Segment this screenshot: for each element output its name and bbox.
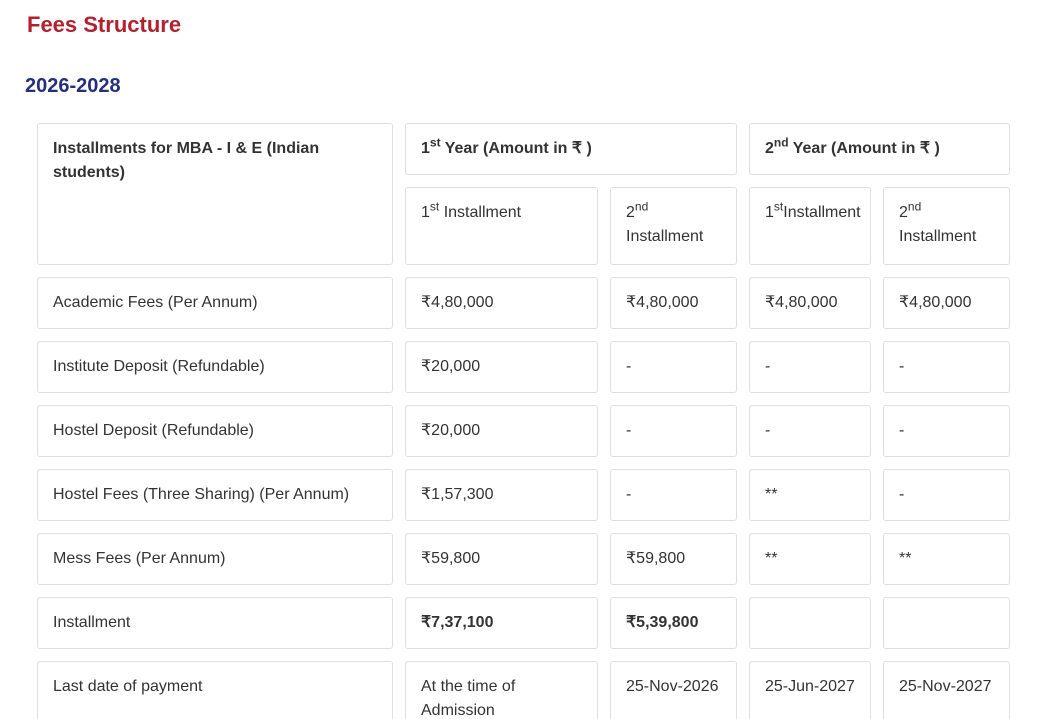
y2-i2-ordinal-suffix: nd (907, 199, 922, 214)
page: Fees Structure 2026-2028 Installments fo… (0, 12, 1037, 719)
year-2-num: 2 (765, 140, 774, 157)
cell-value: - (610, 405, 737, 457)
y1-installment-2-header-cell: 2nd Installment (610, 187, 737, 265)
year-2-label: Year (Amount in ₹ ) (788, 140, 940, 157)
y1-i2-label: Installment (626, 228, 704, 245)
cell-value: - (883, 469, 1010, 521)
year-1-ordinal-suffix: st (429, 135, 441, 150)
cell-value: 25-Nov-2026 (610, 661, 737, 719)
table-row-mess-fees: Mess Fees (Per Annum) ₹59,800 ₹59,800 **… (37, 533, 1010, 585)
row-label: Mess Fees (Per Annum) (37, 533, 393, 585)
year-2-header-cell: 2nd Year (Amount in ₹ ) (749, 123, 1010, 175)
y2-i2-label: Installment (899, 228, 977, 245)
y2-i1-ordinal-suffix: st (773, 199, 784, 214)
corner-header-cell: Installments for MBA - I & E (Indian stu… (37, 123, 393, 265)
academic-year-heading: 2026-2028 (25, 75, 121, 97)
table-row-hostel-deposit: Hostel Deposit (Refundable) ₹20,000 - - … (37, 405, 1010, 457)
y2-i1-num: 1 (765, 204, 774, 221)
cell-value: ₹4,80,000 (610, 277, 737, 329)
table-row-installment-total: Installment ₹7,37,100 ₹5,39,800 (37, 597, 1010, 649)
row-label: Institute Deposit (Refundable) (37, 341, 393, 393)
row-label: Installment (37, 597, 393, 649)
page-title: Fees Structure (27, 12, 182, 37)
year-2-ordinal-suffix: nd (773, 135, 789, 150)
header-row-years: Installments for MBA - I & E (Indian stu… (37, 123, 1010, 265)
cell-value: ₹4,80,000 (883, 277, 1010, 329)
cell-value: - (610, 341, 737, 393)
cell-value: - (883, 405, 1010, 457)
y1-i2-ordinal-suffix: nd (634, 199, 649, 214)
cell-value (883, 597, 1010, 649)
y2-i1-label: Installment (783, 204, 861, 221)
y1-i2-num: 2 (626, 204, 635, 221)
table-row-academic-fees: Academic Fees (Per Annum) ₹4,80,000 ₹4,8… (37, 277, 1010, 329)
table-row-institute-deposit: Institute Deposit (Refundable) ₹20,000 -… (37, 341, 1010, 393)
y2-installment-1-header-cell: 1stInstallment (749, 187, 871, 265)
cell-value: ** (749, 469, 871, 521)
cell-value: ₹59,800 (405, 533, 598, 585)
y2-installment-2-header-cell: 2nd Installment (883, 187, 1010, 265)
y1-i1-num: 1 (421, 204, 430, 221)
cell-value: - (610, 469, 737, 521)
year-1-header-cell: 1st Year (Amount in ₹ ) (405, 123, 737, 175)
row-label: Hostel Fees (Three Sharing) (Per Annum) (37, 469, 393, 521)
header-row-installments: 1st Installment 2nd Installment 1stInsta… (37, 187, 1010, 265)
y1-installment-1-header-cell: 1st Installment (405, 187, 598, 265)
cell-value: - (749, 341, 871, 393)
cell-value: ₹1,57,300 (405, 469, 598, 521)
year-1-label: Year (Amount in ₹ ) (440, 140, 592, 157)
y1-i1-ordinal-suffix: st (429, 199, 440, 214)
row-label: Last date of payment (37, 661, 393, 719)
cell-value: - (883, 341, 1010, 393)
fees-table: Installments for MBA - I & E (Indian stu… (25, 111, 1022, 719)
cell-value: ₹5,39,800 (610, 597, 737, 649)
table-row-hostel-fees: Hostel Fees (Three Sharing) (Per Annum) … (37, 469, 1010, 521)
cell-value: 25-Jun-2027 (749, 661, 871, 719)
cell-value: ₹59,800 (610, 533, 737, 585)
y1-i1-label: Installment (439, 204, 522, 221)
row-label: Hostel Deposit (Refundable) (37, 405, 393, 457)
cell-value: ₹4,80,000 (749, 277, 871, 329)
cell-value: ₹7,37,100 (405, 597, 598, 649)
table-row-last-date: Last date of payment At the time of Admi… (37, 661, 1010, 719)
cell-value: 25-Nov-2027 (883, 661, 1010, 719)
cell-value: ** (883, 533, 1010, 585)
cell-value: ** (749, 533, 871, 585)
cell-value: At the time of Admission (405, 661, 598, 719)
cell-value: - (749, 405, 871, 457)
cell-value: ₹4,80,000 (405, 277, 598, 329)
row-label: Academic Fees (Per Annum) (37, 277, 393, 329)
cell-value: ₹20,000 (405, 341, 598, 393)
year-1-num: 1 (421, 140, 430, 157)
cell-value: ₹20,000 (405, 405, 598, 457)
y2-i2-num: 2 (899, 204, 908, 221)
cell-value (749, 597, 871, 649)
